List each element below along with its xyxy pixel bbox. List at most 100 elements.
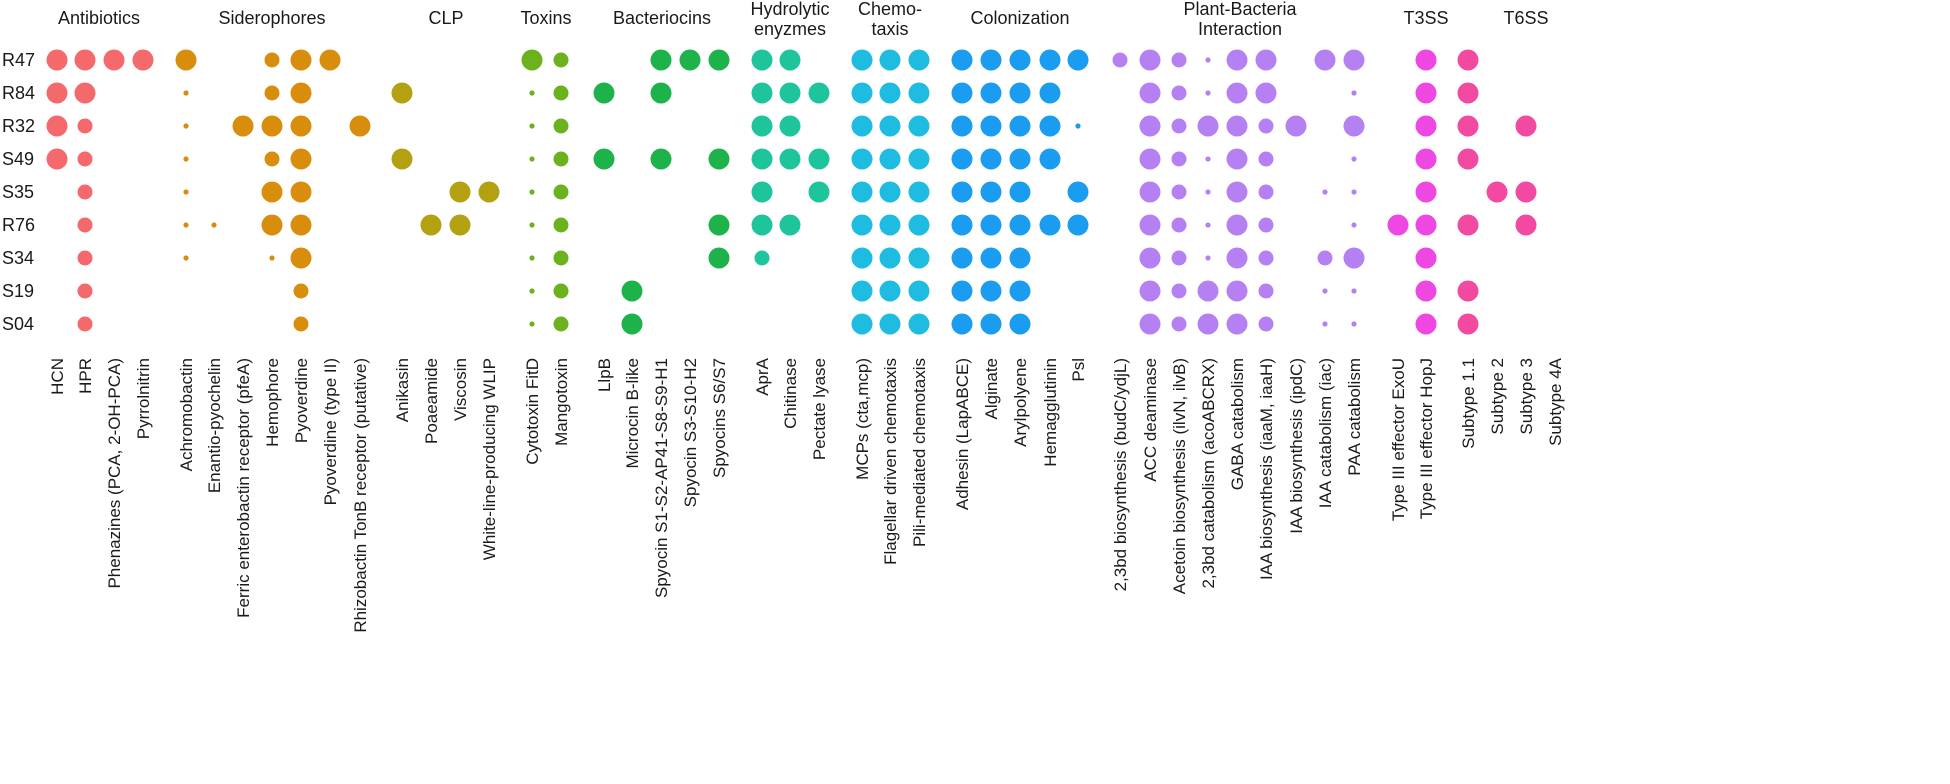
- presence-dot: [183, 222, 189, 228]
- presence-dot: [980, 115, 1002, 137]
- gene-label: Subtype 3: [1517, 358, 1536, 435]
- gene-label: Spyocin S1-S2-AP41-S8-S9-H1: [652, 358, 671, 598]
- gene-label: Pyoverdine: [292, 358, 311, 443]
- presence-dot: [553, 283, 569, 299]
- presence-dot: [1515, 214, 1537, 236]
- gene-label: Rhizobactin TonB receptor (putative): [351, 358, 370, 633]
- presence-dot: [980, 280, 1002, 302]
- presence-dot: [779, 115, 801, 137]
- presence-dot: [621, 313, 643, 335]
- presence-dot: [1171, 184, 1187, 200]
- presence-dot: [1009, 247, 1031, 269]
- presence-dot: [1343, 247, 1365, 269]
- presence-dot: [1139, 214, 1161, 236]
- presence-dot: [1009, 148, 1031, 170]
- presence-dot: [232, 115, 254, 137]
- presence-dot: [1415, 181, 1437, 203]
- gene-label: White-line-producing WLIP: [480, 358, 499, 560]
- presence-dot: [449, 181, 471, 203]
- strain-label: S04: [2, 314, 34, 334]
- gene-label: Microcin B-like: [623, 358, 642, 469]
- presence-dot: [1415, 115, 1437, 137]
- presence-dot: [751, 49, 773, 71]
- presence-dot: [1197, 313, 1219, 335]
- presence-dot: [980, 214, 1002, 236]
- presence-dot: [1415, 313, 1437, 335]
- presence-dot: [1415, 280, 1437, 302]
- presence-dot: [261, 115, 283, 137]
- gene-label: Chitinase: [781, 358, 800, 429]
- strain-label: R32: [2, 116, 35, 136]
- gene-label: PAA catabolism: [1345, 358, 1364, 476]
- presence-dot: [1258, 316, 1274, 332]
- presence-dot: [1171, 283, 1187, 299]
- gene-labels: HCN HPR Phenazines (PCA, 2-OH-PCA) Pyrrolni…: [48, 357, 1565, 632]
- presence-dot: [879, 181, 901, 203]
- presence-dot: [1258, 184, 1274, 200]
- presence-dot: [449, 214, 471, 236]
- presence-dot: [908, 247, 930, 269]
- strain-label: S19: [2, 281, 34, 301]
- presence-dot: [650, 148, 672, 170]
- presence-dot: [1255, 82, 1277, 104]
- presence-dot: [77, 316, 93, 332]
- presence-dot: [1457, 313, 1479, 335]
- presence-dot: [751, 148, 773, 170]
- presence-dot: [1351, 288, 1357, 294]
- presence-dot: [1039, 115, 1061, 137]
- gene-label: Enantio-pyochelin: [205, 358, 224, 493]
- presence-dot: [1255, 49, 1277, 71]
- presence-dot: [1415, 82, 1437, 104]
- presence-dot: [103, 49, 125, 71]
- presence-dot: [521, 49, 543, 71]
- presence-dot: [1457, 214, 1479, 236]
- gene-label: Subtype 4A: [1546, 357, 1565, 446]
- presence-dot: [980, 181, 1002, 203]
- presence-dot: [46, 49, 68, 71]
- presence-dot: [420, 214, 442, 236]
- presence-dot: [1226, 148, 1248, 170]
- presence-dot: [980, 313, 1002, 335]
- presence-dot: [708, 49, 730, 71]
- presence-dot: [1197, 115, 1219, 137]
- presence-dot: [908, 313, 930, 335]
- presence-dot: [980, 247, 1002, 269]
- presence-dot: [951, 181, 973, 203]
- presence-dot: [1009, 82, 1031, 104]
- gene-label: Phenazines (PCA, 2-OH-PCA): [105, 358, 124, 589]
- presence-dot: [621, 280, 643, 302]
- presence-dot: [553, 217, 569, 233]
- presence-dot: [77, 283, 93, 299]
- presence-dot: [1039, 148, 1061, 170]
- gene-label: Flagellar driven chemotaxis: [881, 358, 900, 565]
- presence-dot: [908, 49, 930, 71]
- presence-dot: [751, 115, 773, 137]
- strain-label: R76: [2, 215, 35, 235]
- presence-dot: [908, 115, 930, 137]
- gene-label: Hemagglutinin: [1041, 358, 1060, 467]
- presence-dots: [46, 49, 1537, 335]
- presence-dot: [1322, 189, 1328, 195]
- presence-dot: [290, 181, 312, 203]
- presence-dot: [851, 280, 873, 302]
- presence-dot: [1039, 82, 1061, 104]
- presence-dot: [183, 189, 189, 195]
- presence-dot: [553, 250, 569, 266]
- presence-dot: [1009, 49, 1031, 71]
- presence-dot: [1317, 250, 1333, 266]
- presence-dot: [808, 82, 830, 104]
- presence-dot: [1139, 181, 1161, 203]
- presence-dot: [553, 118, 569, 134]
- gene-label: Type III effector ExoU: [1389, 358, 1408, 521]
- category-header: Antibiotics: [58, 8, 140, 28]
- presence-dot: [951, 82, 973, 104]
- presence-dot: [74, 49, 96, 71]
- gene-label: Spyocins S6/S7: [710, 358, 729, 478]
- presence-dot: [1205, 90, 1211, 96]
- category-header: Bacteriocins: [613, 8, 711, 28]
- gene-label: Achromobactin: [177, 358, 196, 471]
- presence-dot: [1343, 115, 1365, 137]
- presence-dot: [1205, 57, 1211, 63]
- presence-dot: [1351, 90, 1357, 96]
- presence-dot: [1415, 49, 1437, 71]
